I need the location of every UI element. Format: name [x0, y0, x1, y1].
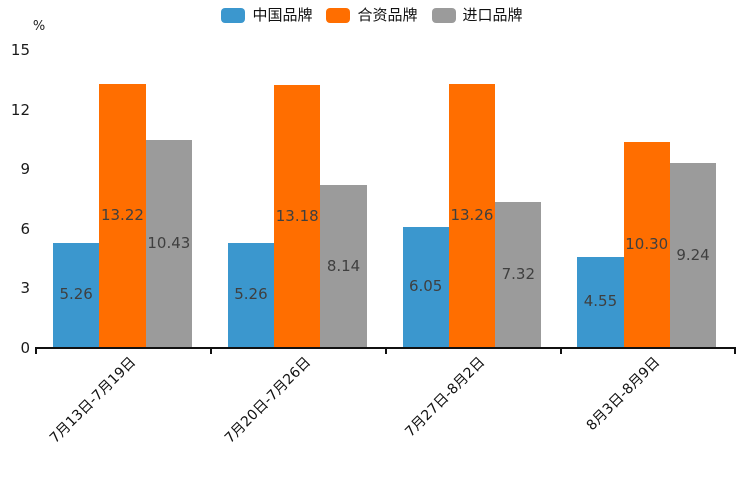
bar-value-label: 10.30 — [625, 235, 669, 254]
bar-value-label: 6.05 — [408, 277, 443, 296]
bar-value-label: 4.55 — [583, 292, 618, 311]
y-tick-label-6: 6 — [20, 220, 30, 238]
legend-label-china: 中国品牌 — [252, 6, 313, 24]
y-tick-label-0: 0 — [20, 339, 30, 357]
bar-china-w4[interactable]: 4.55 — [577, 256, 624, 347]
bar-import-w3[interactable]: 7.32 — [495, 201, 542, 347]
bar-jv-w1[interactable]: 13.22 — [99, 84, 146, 347]
bar-value-label: 8.14 — [326, 256, 361, 275]
legend-item-china[interactable]: 中国品牌 — [221, 8, 312, 23]
x-category-label-w2: 7月20日-7月26日 — [221, 354, 314, 447]
bar-value-label: 9.24 — [676, 245, 710, 264]
bar-import-w4[interactable]: 9.24 — [669, 163, 717, 347]
legend-swatch-china-icon — [221, 8, 246, 23]
bar-import-w1[interactable]: 10.43 — [145, 139, 192, 347]
bar-import-w2[interactable]: 8.14 — [320, 185, 367, 347]
bar-value-label: 7.32 — [501, 264, 536, 283]
y-tick-label-15: 15 — [10, 41, 30, 59]
bar-jv-w3[interactable]: 13.26 — [448, 83, 496, 347]
y-tick-label-12: 12 — [10, 101, 30, 119]
bar-value-label: 10.43 — [147, 233, 191, 252]
legend-label-import: 进口品牌 — [462, 6, 523, 24]
x-axis-tick — [560, 349, 562, 354]
y-tick-label-9: 9 — [20, 160, 30, 178]
bar-value-label: 5.26 — [59, 285, 93, 304]
bar-china-w3[interactable]: 6.05 — [402, 226, 449, 347]
y-axis-unit-label: % — [32, 19, 46, 34]
legend-label-joint-venture: 合资品牌 — [357, 6, 418, 24]
y-tick-label-3: 3 — [20, 279, 30, 297]
legend-item-import[interactable]: 进口品牌 — [431, 6, 523, 24]
legend-item-joint-venture[interactable]: 合资品牌 — [326, 6, 418, 24]
bar-value-label: 13.18 — [275, 206, 319, 225]
legend-swatch-import-icon — [431, 8, 456, 23]
bar-value-label: 5.26 — [234, 285, 268, 304]
x-axis-tick — [734, 349, 736, 354]
bar-jv-w4[interactable]: 10.30 — [623, 142, 670, 347]
x-axis-tick — [385, 349, 387, 354]
x-category-label-w4: 8月3日-8月9日 — [583, 354, 664, 434]
bar-value-label: 13.26 — [450, 205, 494, 224]
x-axis-line — [35, 347, 736, 349]
x-category-label-w3: 7月27日-8月2日 — [402, 354, 489, 441]
bar-china-w2[interactable]: 5.26 — [227, 242, 275, 347]
legend: 中国品牌 合资品牌 进口品牌 — [0, 8, 744, 23]
bar-value-label: 13.22 — [100, 206, 144, 225]
bar-china-w1[interactable]: 5.26 — [53, 242, 100, 347]
plot-area: 5.26 13.22 10.43 5.26 13.18 8.14 6.05 13… — [36, 0, 735, 347]
x-category-label-w1: 7月13日-7月19日 — [46, 354, 140, 447]
x-axis-tick — [35, 349, 37, 354]
x-axis-tick — [210, 349, 212, 354]
legend-swatch-joint-venture-icon — [326, 8, 351, 23]
bar-jv-w2[interactable]: 13.18 — [274, 85, 321, 347]
